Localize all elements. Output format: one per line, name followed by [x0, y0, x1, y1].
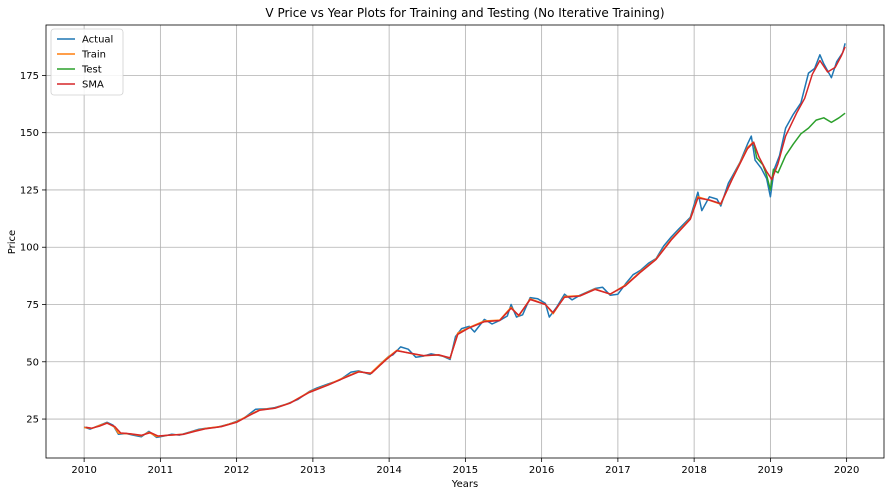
- x-tick-label: 2012: [224, 465, 249, 476]
- x-tick-label: 2010: [71, 465, 96, 476]
- y-tick-label: 150: [20, 128, 39, 139]
- y-tick-label: 25: [26, 415, 39, 426]
- y-tick-label: 125: [20, 185, 39, 196]
- legend-label-test: Test: [81, 65, 102, 76]
- y-tick-label: 100: [20, 243, 39, 254]
- chart-title: V Price vs Year Plots for Training and T…: [265, 6, 664, 20]
- grid: [46, 25, 884, 458]
- series-line-test: [752, 112, 846, 191]
- x-axis-title: Years: [451, 479, 478, 490]
- x-tick-label: 2014: [376, 465, 401, 476]
- x-axis-ticks: 2010 2011 2012 2013 2014 2015 2016 2017 2018 2019…: [71, 458, 859, 476]
- y-tick-label: 75: [26, 300, 39, 311]
- x-tick-label: 2017: [605, 465, 630, 476]
- y-tick-label: 50: [26, 357, 39, 368]
- x-tick-label: 2011: [148, 465, 173, 476]
- series-line-sma: [85, 46, 846, 437]
- legend-box: [50, 28, 124, 96]
- plot-area: 2010 2011 2012 2013 2014 2015 2016 2017 2018 2019…: [20, 24, 885, 476]
- x-tick-label: 2020: [834, 465, 859, 476]
- x-tick-label: 2018: [681, 465, 706, 476]
- series-group: [83, 43, 846, 439]
- legend: Actual Train Test SMA: [50, 28, 124, 96]
- legend-label-sma: SMA: [82, 80, 104, 91]
- legend-label-actual: Actual: [82, 35, 113, 46]
- y-axis-title: Price: [7, 230, 18, 254]
- y-axis-ticks: 25 50 75 100 125 150 175: [20, 71, 46, 426]
- x-tick-label: 2016: [529, 465, 554, 476]
- x-tick-label: 2013: [300, 465, 325, 476]
- y-tick-label: 175: [20, 71, 39, 82]
- legend-label-train: Train: [81, 50, 106, 61]
- x-tick-label: 2019: [758, 465, 783, 476]
- x-tick-label: 2015: [453, 465, 478, 476]
